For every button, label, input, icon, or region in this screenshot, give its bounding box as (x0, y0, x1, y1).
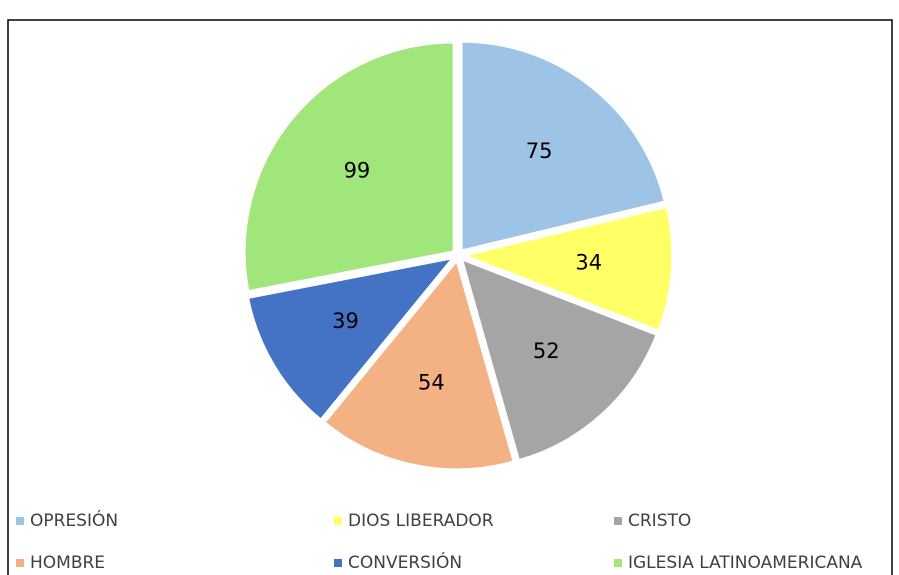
pie-slice (321, 256, 517, 472)
legend-swatch (16, 517, 24, 525)
data-label: 54 (418, 370, 445, 394)
legend-swatch (334, 517, 342, 525)
legend-label: OPRESIÓN (30, 509, 118, 531)
data-label: 52 (533, 339, 560, 363)
data-label: 75 (526, 139, 553, 163)
legend-label: CRISTO (628, 511, 691, 531)
data-label: 34 (575, 251, 602, 275)
pie-slice (457, 204, 675, 334)
legend-swatch (334, 559, 342, 567)
legend-label: IGLESIA LATINOAMERICANA (628, 553, 863, 573)
legend-swatch (614, 517, 622, 525)
data-label: 99 (344, 159, 371, 183)
pie-slice (459, 256, 660, 463)
legend-label: DIOS LIBERADOR (348, 511, 494, 531)
legend-label: HOMBRE (30, 553, 105, 573)
legend-swatch (614, 559, 622, 567)
pie-slice (459, 39, 668, 253)
pie-slice (245, 255, 458, 423)
pie-slice (242, 40, 456, 294)
legend-swatch (16, 559, 24, 567)
legend-label: CONVERSIÓN (348, 551, 462, 573)
data-label: 39 (332, 309, 359, 333)
